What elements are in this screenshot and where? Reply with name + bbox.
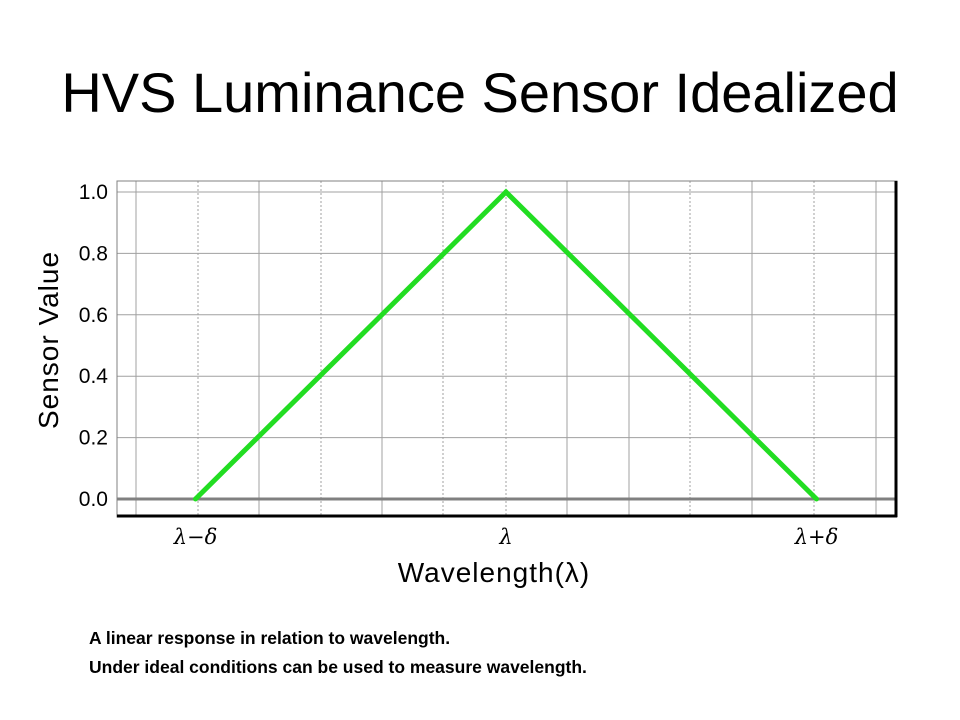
series <box>193 188 819 502</box>
y-tick-label: 0.0 <box>79 488 108 511</box>
y-axis: 0.0 0.2 0.4 0.6 0.8 1.0 <box>79 181 109 511</box>
x-axis: λ−δ λ λ+δ <box>173 525 839 549</box>
x-tick-label: λ <box>498 525 512 549</box>
y-tick-label: 0.4 <box>79 365 109 388</box>
data-point <box>503 189 509 195</box>
y-tick-label: 1.0 <box>79 181 108 204</box>
x-tick-label: λ+δ <box>794 525 839 549</box>
y-tick-label: 0.6 <box>79 304 108 327</box>
y-tick-label: 0.2 <box>79 427 108 450</box>
plot-frame <box>116 180 898 518</box>
y-tick-label: 0.8 <box>79 242 108 265</box>
caption: A linear response in relation to wavelen… <box>89 624 949 682</box>
plot-frame-shadow <box>117 181 898 518</box>
x-axis-label: Wavelength(λ) <box>398 557 590 588</box>
caption-line-1: A linear response in relation to wavelen… <box>89 628 451 648</box>
y-axis-label: Sensor Value <box>33 251 64 429</box>
chart: 0.00.20.40.60.81.0 λ−δ λ λ+δ Sensor Value … <box>33 180 898 588</box>
slide-title: HVS Luminance Sensor Idealized <box>61 61 899 124</box>
x-tick-label: λ−δ <box>173 525 218 549</box>
data-point <box>193 496 198 502</box>
caption-line-2: Under ideal conditions can be used to me… <box>89 657 587 677</box>
grid <box>117 181 897 517</box>
data-point <box>814 496 819 502</box>
